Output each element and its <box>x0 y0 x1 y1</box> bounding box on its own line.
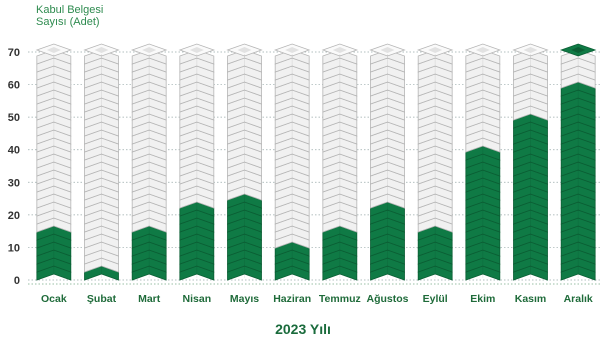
bar-4 <box>178 43 216 281</box>
x-tick-label: Mart <box>138 293 161 305</box>
bar-2 <box>83 43 120 281</box>
bar-cap-inner <box>285 47 300 53</box>
x-tick-label: Ağustos <box>367 293 409 305</box>
bar-cap-inner <box>475 47 490 53</box>
bar-8 <box>369 43 406 281</box>
bar-cap-inner <box>94 47 109 53</box>
y-tick-label: 20 <box>8 210 20 222</box>
bar-cap-inner <box>523 47 538 53</box>
bar-6 <box>273 43 311 281</box>
bar-cap-inner <box>571 47 586 53</box>
x-axis-title: 2023 Yılı <box>275 321 331 337</box>
y-tick-label: 50 <box>8 112 20 124</box>
bar-cap-inner <box>189 47 204 53</box>
bar-3 <box>130 43 168 281</box>
x-tick-label: Şubat <box>87 293 117 305</box>
x-tick-label: Aralık <box>564 293 593 305</box>
bar-cap-inner <box>46 47 61 53</box>
x-tick-label: Haziran <box>273 293 311 305</box>
x-tick-label: Mayıs <box>230 293 259 305</box>
bar-cap-inner <box>428 47 443 53</box>
y-axis-label-line2: Sayısı (Adet) <box>36 16 100 28</box>
x-tick-label: Kasım <box>515 293 547 305</box>
x-tick-label: Temmuz <box>319 293 361 305</box>
y-axis-label-line1: Kabul Belgesi <box>36 4 104 16</box>
y-tick-label: 40 <box>8 145 20 157</box>
bar-12 <box>559 43 597 281</box>
bar-5 <box>226 43 263 281</box>
bar-1 <box>35 43 73 281</box>
x-tick-label: Nisan <box>183 293 212 305</box>
x-tick-label: Eylül <box>423 293 448 305</box>
bar-cap-inner <box>142 47 157 53</box>
bar-11 <box>512 43 549 281</box>
y-tick-label: 60 <box>8 80 20 92</box>
y-tick-label: 10 <box>8 242 20 254</box>
y-tick-label: 30 <box>8 177 20 189</box>
grid-lines <box>28 51 600 281</box>
y-axis-label: Kabul Belgesi Sayısı (Adet) <box>36 4 103 28</box>
bar-cap-inner <box>380 47 395 53</box>
bar-cap-inner <box>332 47 347 53</box>
bar-9 <box>416 43 454 281</box>
y-tick-label: 0 <box>14 275 20 287</box>
bar-10 <box>464 43 502 281</box>
y-tick-label: 70 <box>8 47 20 59</box>
x-tick-label: Ekim <box>470 293 495 305</box>
bar-7 <box>321 43 359 281</box>
x-tick-label: Ocak <box>41 293 67 305</box>
bar-cap-inner <box>237 47 252 53</box>
